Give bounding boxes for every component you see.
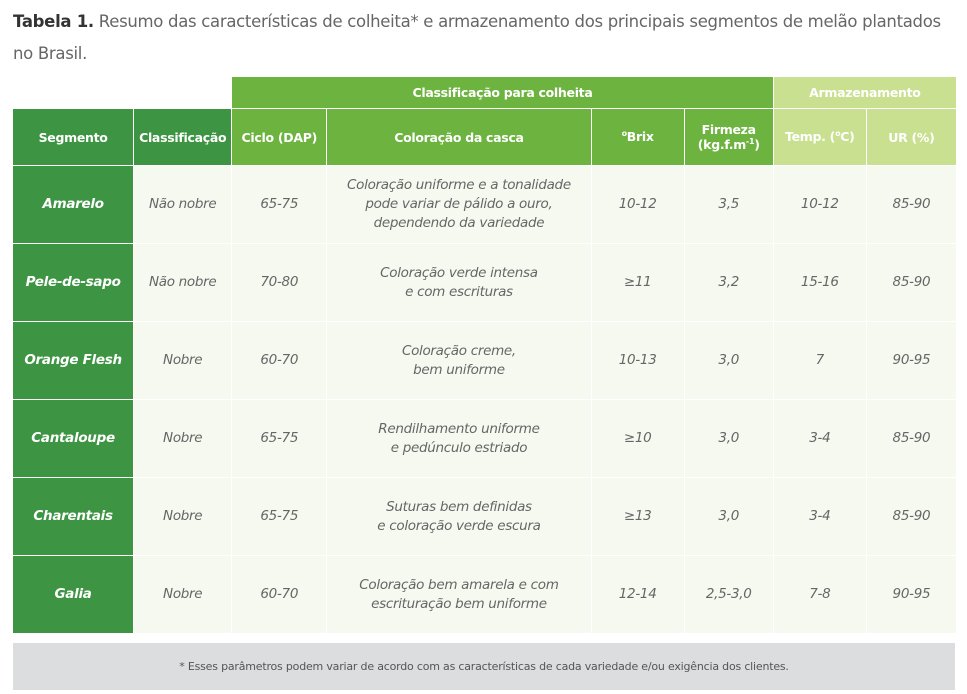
coloracao-line: Coloração creme, bbox=[401, 342, 516, 359]
coloracao-line: Coloração verde intensa bbox=[380, 264, 538, 281]
cell-temp: 7 bbox=[773, 322, 866, 399]
cell-coloracao: Coloração bem amarela e com escrituração … bbox=[327, 556, 591, 633]
table-row: Orange Flesh Nobre 60-70 Coloração creme, be… bbox=[13, 322, 956, 399]
coloracao-line: e coloração verde escura bbox=[377, 517, 541, 534]
header-segmento: Segmento bbox=[13, 109, 134, 165]
table-row: Galia Nobre 60-70 Coloração bem amarela e c… bbox=[13, 556, 956, 633]
cell-ur: 90-95 bbox=[866, 556, 956, 633]
cell-firmeza: 3,0 bbox=[684, 400, 773, 477]
coloracao-line: dependendo da variedade bbox=[373, 215, 545, 231]
group-header-harvest: Classificação para colheita bbox=[232, 77, 773, 108]
header-brix: oBrix bbox=[591, 109, 684, 165]
header-classificacao: Classificação bbox=[134, 109, 232, 165]
coloracao-line: Coloração bem amarela e com bbox=[359, 576, 559, 593]
cell-ur: 90-95 bbox=[866, 322, 956, 399]
cell-classificacao: Nobre bbox=[134, 478, 232, 555]
cell-segmento: Amarelo bbox=[13, 166, 134, 243]
caption-label: Tabela 1. bbox=[13, 12, 94, 31]
group-header-storage: Armazenamento bbox=[773, 77, 956, 108]
table-row: Pele-de-sapo Não nobre 70-80 Coloração verd… bbox=[13, 244, 956, 321]
cell-brix: ≥11 bbox=[591, 244, 684, 321]
cell-temp: 7-8 bbox=[773, 556, 866, 633]
cell-ciclo: 60-70 bbox=[232, 322, 327, 399]
table-row: Cantaloupe Nobre 65-75 Rendilhamento unifor… bbox=[13, 400, 956, 477]
header-temp: Temp. (oC) bbox=[773, 109, 866, 165]
cell-firmeza: 3,0 bbox=[684, 322, 773, 399]
cell-firmeza: 3,5 bbox=[684, 166, 773, 243]
cell-coloracao: Rendilhamento uniforme e pedúnculo estria… bbox=[327, 400, 591, 477]
coloracao-line: pode variar de pálido a ouro, bbox=[365, 196, 553, 212]
coloracao-line: e com escrituras bbox=[405, 283, 513, 300]
table-row: Charentais Nobre 65-75 Suturas bem definida… bbox=[13, 478, 956, 555]
table-caption: Tabela 1. Resumo das características de … bbox=[13, 6, 958, 70]
cell-temp: 10-12 bbox=[773, 166, 866, 243]
cell-ciclo: 65-75 bbox=[232, 400, 327, 477]
cell-segmento: Pele-de-sapo bbox=[13, 244, 134, 321]
coloracao-line: Coloração uniforme e a tonalidade bbox=[347, 177, 571, 193]
footnote: * Esses parâmetros podem variar de acord… bbox=[13, 643, 955, 690]
cell-brix: 10-12 bbox=[591, 166, 684, 243]
cell-coloracao: Suturas bem definidas e coloração verde e… bbox=[327, 478, 591, 555]
header-coloracao: Coloração da casca bbox=[327, 109, 591, 165]
melon-segments-table: Classificação para colheita Armazenament… bbox=[12, 76, 957, 634]
cell-classificacao: Nobre bbox=[134, 400, 232, 477]
cell-firmeza: 3,0 bbox=[684, 478, 773, 555]
cell-brix: 10-13 bbox=[591, 322, 684, 399]
cell-coloracao: Coloração verde intensa e com escrituras bbox=[327, 244, 591, 321]
cell-classificacao: Não nobre bbox=[134, 244, 232, 321]
coloracao-line: Suturas bem definidas bbox=[386, 498, 532, 515]
header-ur: UR (%) bbox=[866, 109, 956, 165]
cell-firmeza: 3,2 bbox=[684, 244, 773, 321]
cell-ur: 85-90 bbox=[866, 400, 956, 477]
coloracao-line: Rendilhamento uniforme bbox=[378, 420, 540, 437]
cell-ciclo: 65-75 bbox=[232, 166, 327, 243]
cell-brix: ≥10 bbox=[591, 400, 684, 477]
cell-classificacao: Não nobre bbox=[134, 166, 232, 243]
cell-temp: 3-4 bbox=[773, 400, 866, 477]
cell-brix: ≥13 bbox=[591, 478, 684, 555]
table-row: Amarelo Não nobre 65-75 Coloração uniforme … bbox=[13, 166, 956, 243]
coloracao-line: escrituração bem uniforme bbox=[371, 595, 547, 612]
coloracao-line: e pedúnculo estriado bbox=[390, 439, 528, 456]
cell-brix: 12-14 bbox=[591, 556, 684, 633]
cell-ciclo: 60-70 bbox=[232, 556, 327, 633]
cell-ur: 85-90 bbox=[866, 244, 956, 321]
cell-temp: 3-4 bbox=[773, 478, 866, 555]
cell-ur: 85-90 bbox=[866, 478, 956, 555]
cell-classificacao: Nobre bbox=[134, 322, 232, 399]
cell-segmento: Cantaloupe bbox=[13, 400, 134, 477]
blank-header bbox=[13, 77, 232, 108]
coloracao-line: bem uniforme bbox=[413, 361, 505, 378]
cell-ciclo: 65-75 bbox=[232, 478, 327, 555]
cell-coloracao: Coloração creme, bem uniforme bbox=[327, 322, 591, 399]
cell-classificacao: Nobre bbox=[134, 556, 232, 633]
caption-text: Resumo das características de colheita* … bbox=[13, 12, 941, 63]
cell-segmento: Galia bbox=[13, 556, 134, 633]
header-firmeza: Firmeza (kg.f.m-1) bbox=[684, 109, 773, 165]
header-ciclo: Ciclo (DAP) bbox=[232, 109, 327, 165]
cell-coloracao: Coloração uniforme e a tonalidade pode va… bbox=[327, 166, 591, 243]
cell-ur: 85-90 bbox=[866, 166, 956, 243]
cell-ciclo: 70-80 bbox=[232, 244, 327, 321]
cell-segmento: Orange Flesh bbox=[13, 322, 134, 399]
cell-segmento: Charentais bbox=[13, 478, 134, 555]
cell-temp: 15-16 bbox=[773, 244, 866, 321]
cell-firmeza: 2,5-3,0 bbox=[684, 556, 773, 633]
